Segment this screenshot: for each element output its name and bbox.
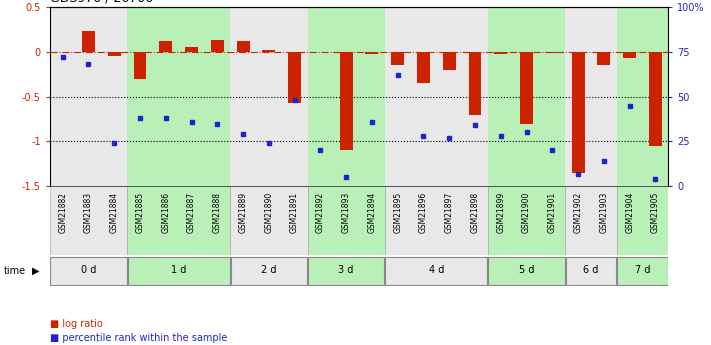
Bar (185, 47, 198, 52)
Text: GSM21894: GSM21894 (368, 192, 376, 233)
Text: 3 d: 3 d (338, 265, 354, 275)
Bar (488, 257, 565, 285)
Bar (134, 52, 146, 79)
Text: GDS970 / 26706: GDS970 / 26706 (50, 0, 153, 4)
Bar (566, 257, 616, 285)
Text: GSM21902: GSM21902 (574, 192, 582, 233)
Bar (308, 257, 385, 285)
Bar (127, 186, 230, 255)
Bar (649, 52, 662, 146)
Bar (624, 52, 636, 58)
Text: GSM21904: GSM21904 (625, 192, 634, 233)
Bar (488, 186, 565, 255)
Bar (230, 7, 307, 186)
Bar (572, 52, 584, 173)
Text: GSM21892: GSM21892 (316, 192, 325, 233)
Text: GSM21899: GSM21899 (496, 192, 506, 233)
Bar (616, 186, 668, 255)
Bar (211, 40, 224, 52)
Bar (488, 7, 565, 186)
Bar (365, 52, 378, 53)
Bar (50, 186, 127, 255)
Bar (230, 186, 307, 255)
Text: ▶: ▶ (32, 266, 40, 276)
Text: GSM21903: GSM21903 (599, 192, 609, 233)
Bar (230, 257, 307, 285)
Bar (565, 186, 616, 255)
Text: GSM21888: GSM21888 (213, 192, 222, 233)
Bar (385, 257, 488, 285)
Bar (340, 52, 353, 150)
Bar (237, 41, 250, 52)
Text: GSM21890: GSM21890 (264, 192, 273, 233)
Bar (616, 7, 668, 186)
Text: ■ percentile rank within the sample: ■ percentile rank within the sample (50, 333, 227, 343)
Bar (520, 52, 533, 124)
Bar (159, 41, 172, 52)
Text: GSM21893: GSM21893 (342, 192, 351, 233)
Text: GSM21901: GSM21901 (548, 192, 557, 233)
Bar (307, 186, 385, 255)
Bar (307, 7, 385, 186)
Text: 1 d: 1 d (171, 265, 186, 275)
Bar (108, 52, 121, 56)
Text: GSM21886: GSM21886 (161, 192, 170, 233)
Bar (469, 52, 481, 115)
Text: GSM21897: GSM21897 (445, 192, 454, 233)
Bar (385, 186, 488, 255)
Bar (443, 52, 456, 70)
Text: 7 d: 7 d (635, 265, 651, 275)
Text: GSM21895: GSM21895 (393, 192, 402, 233)
Bar (50, 7, 127, 186)
Bar (385, 7, 488, 186)
Text: GSM21883: GSM21883 (84, 192, 93, 233)
Text: 6 d: 6 d (583, 265, 599, 275)
Text: GSM21905: GSM21905 (651, 192, 660, 233)
Text: 4 d: 4 d (429, 265, 444, 275)
Text: GSM21889: GSM21889 (239, 192, 247, 233)
Bar (262, 50, 275, 52)
Bar (127, 257, 230, 285)
Text: GSM21885: GSM21885 (136, 192, 144, 233)
Text: 2 d: 2 d (261, 265, 277, 275)
Text: GSM21887: GSM21887 (187, 192, 196, 233)
Bar (597, 52, 610, 65)
Bar (565, 7, 616, 186)
Text: GSM21882: GSM21882 (58, 192, 67, 233)
Text: 5 d: 5 d (519, 265, 535, 275)
Text: GSM21898: GSM21898 (471, 192, 479, 233)
Bar (494, 52, 507, 53)
Text: ■ log ratio: ■ log ratio (50, 319, 102, 329)
Text: GSM21891: GSM21891 (290, 192, 299, 233)
Bar (546, 52, 559, 53)
Bar (50, 257, 127, 285)
Text: time: time (4, 266, 26, 276)
Text: GSM21900: GSM21900 (522, 192, 531, 233)
Bar (82, 31, 95, 52)
Bar (391, 52, 404, 65)
Bar (288, 52, 301, 103)
Bar (617, 257, 668, 285)
Text: 0 d: 0 d (81, 265, 96, 275)
Bar (417, 52, 430, 83)
Text: GSM21896: GSM21896 (419, 192, 428, 233)
Bar (127, 7, 230, 186)
Text: GSM21884: GSM21884 (109, 192, 119, 233)
